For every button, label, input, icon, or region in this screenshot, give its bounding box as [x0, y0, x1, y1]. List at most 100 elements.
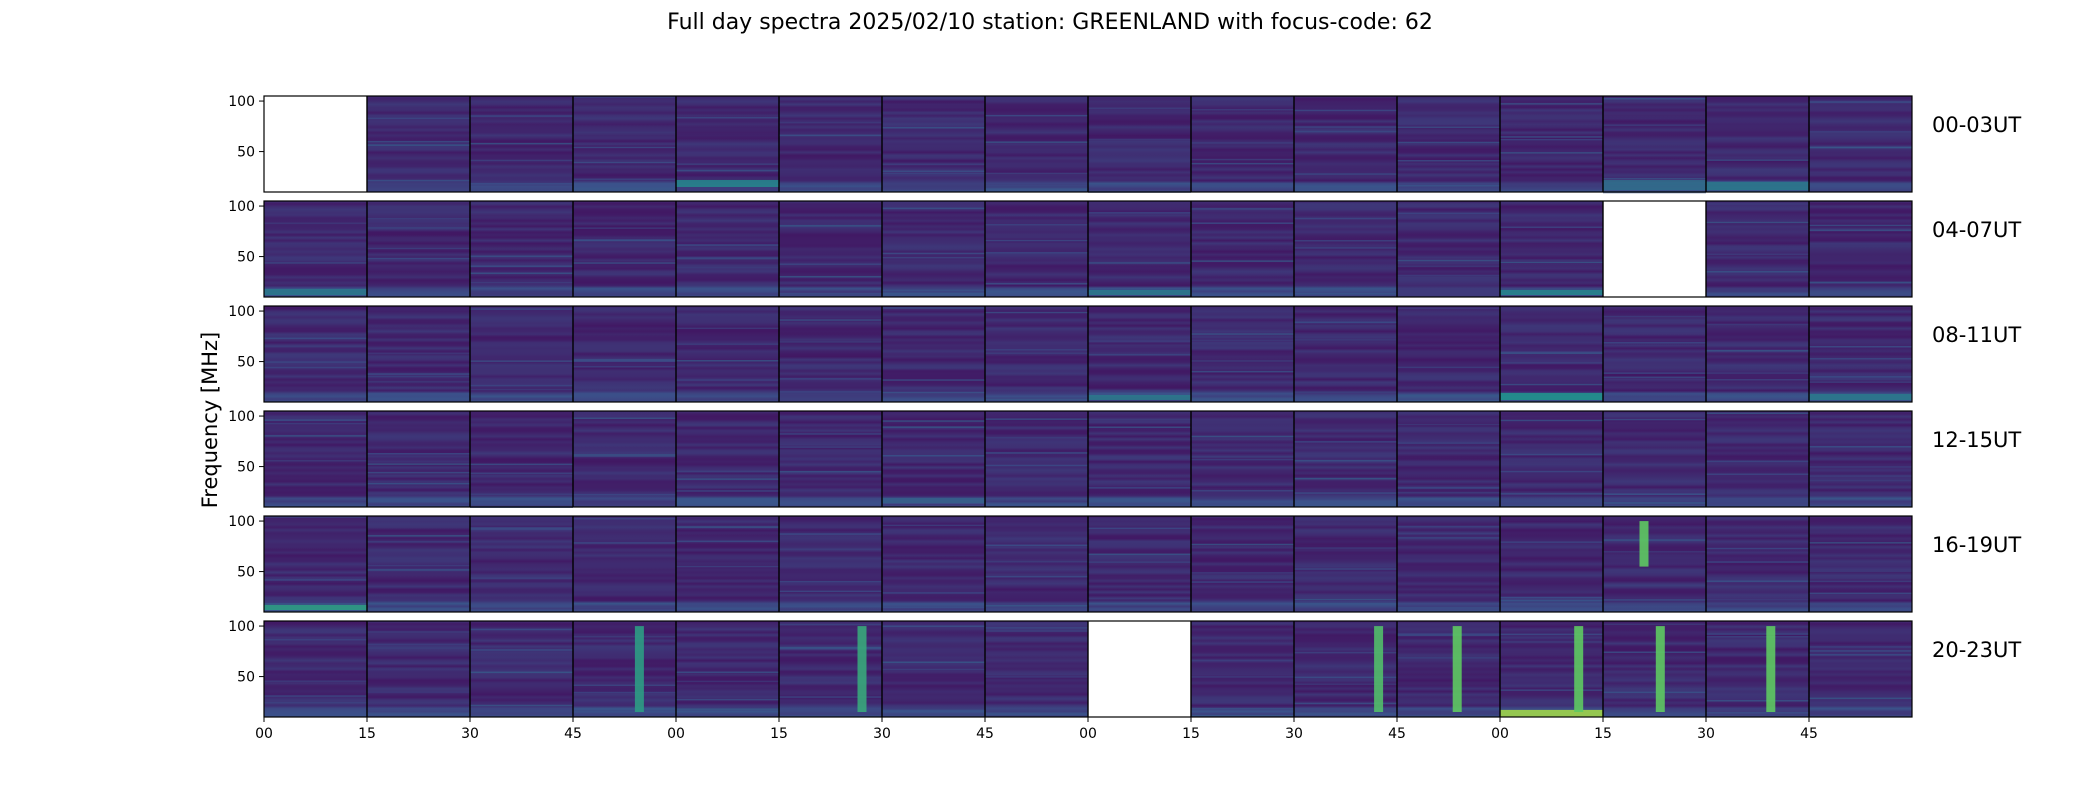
interference-line — [470, 360, 573, 362]
interference-line — [1397, 423, 1500, 426]
spectrum-panel — [1088, 201, 1191, 297]
spectrum-panel — [1706, 516, 1809, 612]
interference-line — [1500, 138, 1603, 141]
interference-line — [1809, 446, 1912, 448]
interference-line — [1088, 389, 1191, 392]
spectrum-panel — [1809, 306, 1912, 402]
spectrum-panel — [882, 201, 985, 297]
interference-line — [1500, 259, 1603, 261]
interference-line — [1500, 419, 1603, 422]
interference-line — [1397, 394, 1500, 396]
interference-line — [1088, 418, 1191, 421]
interference-line — [1706, 633, 1809, 635]
interference-line — [882, 163, 985, 165]
interference-line — [1706, 700, 1809, 702]
interference-line — [1088, 553, 1191, 556]
interference-line — [1191, 458, 1294, 461]
interference-line — [1500, 351, 1603, 353]
spectrum-panel — [985, 621, 1088, 717]
interference-line — [573, 178, 676, 180]
interference-line — [1397, 366, 1500, 369]
interference-line — [367, 144, 470, 146]
spectrum-burst — [1766, 626, 1776, 712]
spectrum-panel — [470, 516, 573, 612]
interference-line — [1603, 178, 1706, 180]
interference-line — [676, 698, 779, 701]
missing-panel — [1088, 621, 1191, 717]
spectrum-panel — [1397, 516, 1500, 612]
interference-line — [1603, 418, 1706, 421]
interference-line — [1294, 600, 1397, 603]
interference-line — [1294, 492, 1397, 494]
interference-line — [1397, 492, 1500, 494]
interference-line — [367, 381, 470, 383]
spectrum-panel — [1500, 96, 1603, 192]
interference-line — [470, 272, 573, 274]
interference-line — [1397, 185, 1500, 187]
interference-line — [1294, 441, 1397, 443]
interference-line — [676, 609, 779, 612]
interference-line — [882, 127, 985, 129]
interference-line — [1191, 222, 1294, 224]
interference-line — [882, 625, 985, 627]
spectrum-burst — [1500, 289, 1603, 295]
interference-line — [367, 179, 470, 182]
interference-line — [985, 141, 1088, 143]
y-tick-label: 50 — [237, 250, 255, 266]
interference-line — [985, 239, 1088, 242]
interference-line — [470, 265, 573, 267]
spectrum-burst — [264, 604, 367, 610]
interference-line — [1603, 539, 1706, 541]
interference-line — [1088, 212, 1191, 214]
interference-line — [1706, 221, 1809, 224]
spectrum-panel — [1500, 621, 1603, 717]
x-tick-label: 15 — [1594, 726, 1612, 742]
spectrum-panel — [1500, 516, 1603, 612]
interference-line — [573, 493, 676, 496]
interference-line — [573, 96, 676, 98]
interference-line — [367, 227, 470, 229]
interference-line — [1294, 293, 1397, 295]
spectrum-panel — [1809, 621, 1912, 717]
spectrum-panel — [573, 621, 676, 717]
interference-line — [573, 262, 676, 264]
interference-line — [1397, 274, 1500, 277]
spectrum-panel — [1088, 96, 1191, 192]
interference-line — [985, 252, 1088, 254]
interference-line — [985, 560, 1088, 563]
interference-line — [1809, 646, 1912, 648]
interference-line — [470, 527, 573, 529]
spectrum-panel — [985, 411, 1088, 507]
interference-line — [1088, 262, 1191, 264]
interference-line — [264, 702, 367, 704]
interference-line — [1294, 391, 1397, 393]
interference-line — [1294, 217, 1397, 220]
interference-line — [1809, 131, 1912, 133]
interference-line — [1088, 341, 1191, 343]
interference-line — [882, 502, 985, 504]
interference-line — [985, 452, 1088, 454]
interference-line — [882, 603, 985, 605]
interference-line — [779, 533, 882, 535]
interference-line — [1809, 281, 1912, 284]
x-tick-label: 15 — [358, 726, 376, 742]
spectrum-panel — [367, 411, 470, 507]
interference-line — [1088, 527, 1191, 530]
spectrum-panel — [573, 516, 676, 612]
interference-line — [779, 590, 882, 593]
interference-line — [1088, 287, 1191, 290]
interference-line — [1706, 636, 1809, 638]
interference-line — [882, 420, 985, 422]
interference-line — [1294, 339, 1397, 341]
interference-line — [985, 349, 1088, 351]
interference-line — [1397, 607, 1500, 609]
interference-line — [573, 227, 676, 229]
spectrum-panel — [1603, 516, 1706, 612]
interference-line — [367, 535, 470, 537]
interference-line — [367, 463, 470, 465]
interference-line — [1603, 502, 1706, 504]
interference-line — [264, 419, 367, 421]
interference-line — [882, 524, 985, 527]
interference-line — [1500, 641, 1603, 644]
spectrum-panel — [1397, 411, 1500, 507]
